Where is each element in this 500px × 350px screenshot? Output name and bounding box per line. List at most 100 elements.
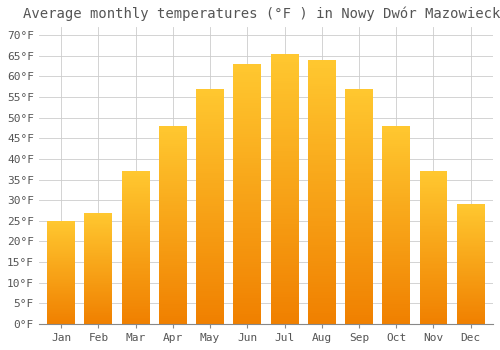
Bar (270, 178, 298, 181)
Bar (345, 258, 373, 260)
Bar (122, 222, 150, 223)
Bar (420, 281, 448, 283)
Bar (196, 275, 224, 277)
Bar (345, 188, 373, 190)
Bar (308, 160, 336, 163)
Bar (47, 280, 75, 281)
Bar (196, 98, 224, 100)
Bar (270, 164, 298, 167)
Bar (234, 108, 262, 111)
Bar (420, 257, 448, 258)
Bar (196, 272, 224, 275)
Bar (457, 262, 484, 263)
Bar (345, 289, 373, 291)
Bar (345, 105, 373, 107)
Bar (47, 289, 75, 290)
Bar (47, 303, 75, 304)
Bar (234, 139, 262, 142)
Bar (122, 284, 150, 286)
Bar (122, 252, 150, 254)
Bar (345, 155, 373, 157)
Bar (420, 237, 448, 238)
Bar (382, 296, 410, 298)
Bar (345, 117, 373, 119)
Bar (196, 152, 224, 155)
Bar (345, 312, 373, 315)
Bar (457, 264, 484, 265)
Bar (196, 117, 224, 119)
Bar (308, 311, 336, 314)
Bar (308, 216, 336, 218)
Bar (234, 270, 262, 272)
Bar (345, 171, 373, 173)
Bar (382, 265, 410, 267)
Bar (270, 224, 298, 227)
Bar (159, 273, 187, 274)
Bar (84, 253, 112, 254)
Bar (159, 154, 187, 156)
Bar (196, 251, 224, 253)
Bar (159, 185, 187, 187)
Bar (382, 136, 410, 138)
Bar (308, 203, 336, 205)
Bar (122, 232, 150, 234)
Bar (420, 177, 448, 179)
Bar (84, 254, 112, 255)
Bar (234, 160, 262, 163)
Bar (196, 89, 224, 91)
Bar (420, 185, 448, 187)
Bar (196, 244, 224, 246)
Bar (196, 188, 224, 190)
Bar (270, 94, 298, 97)
Bar (196, 206, 224, 209)
Bar (457, 260, 484, 262)
Bar (382, 273, 410, 274)
Bar (457, 207, 484, 208)
Bar (84, 293, 112, 294)
Bar (159, 300, 187, 302)
Bar (270, 313, 298, 316)
Bar (234, 191, 262, 194)
Bar (234, 308, 262, 311)
Bar (122, 223, 150, 225)
Bar (457, 245, 484, 246)
Bar (345, 91, 373, 93)
Bar (270, 135, 298, 138)
Bar (270, 254, 298, 257)
Bar (47, 320, 75, 321)
Bar (345, 319, 373, 322)
Bar (270, 281, 298, 284)
Bar (196, 232, 224, 234)
Bar (196, 183, 224, 185)
Bar (420, 284, 448, 286)
Bar (122, 274, 150, 275)
Bar (345, 173, 373, 176)
Bar (308, 136, 336, 139)
Bar (270, 235, 298, 238)
Bar (420, 209, 448, 211)
Bar (308, 263, 336, 266)
Bar (345, 230, 373, 232)
Bar (47, 297, 75, 298)
Bar (345, 216, 373, 218)
Bar (47, 319, 75, 320)
Bar (122, 183, 150, 185)
Bar (308, 150, 336, 152)
Bar (270, 62, 298, 64)
Bar (47, 292, 75, 293)
Bar (159, 292, 187, 294)
Bar (196, 310, 224, 312)
Bar (84, 278, 112, 279)
Bar (196, 100, 224, 103)
Bar (457, 292, 484, 293)
Bar (270, 72, 298, 75)
Bar (84, 217, 112, 218)
Bar (420, 283, 448, 284)
Bar (457, 225, 484, 226)
Bar (345, 157, 373, 159)
Bar (47, 307, 75, 308)
Bar (47, 230, 75, 231)
Bar (159, 219, 187, 221)
Bar (159, 169, 187, 172)
Bar (84, 295, 112, 296)
